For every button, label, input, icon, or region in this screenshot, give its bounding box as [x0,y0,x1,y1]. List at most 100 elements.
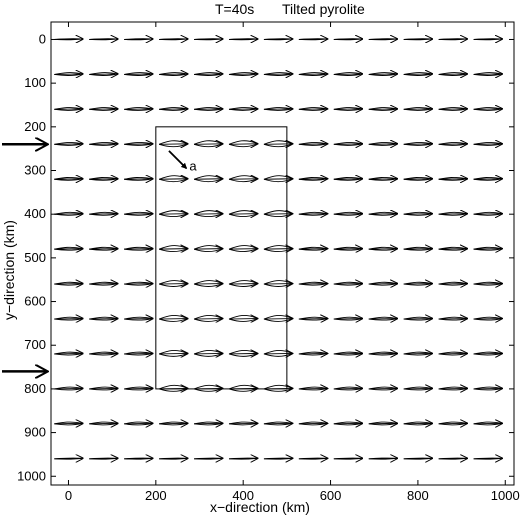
y-tick-label: 600 [24,294,46,309]
polarization-arrow [124,39,152,40]
polarization-arrow [228,353,257,354]
polarization-arrow [263,214,292,215]
polarization-arrow [89,319,117,320]
polarization-arrow [54,458,82,459]
polarization-arrow [333,179,362,180]
polarization-arrow [263,144,292,145]
polarization-arrow [438,179,467,180]
polarization-arrow [194,39,222,40]
polarization-arrow [54,144,82,145]
source-arrows [2,144,47,371]
polarization-arrow [333,109,362,110]
polarization-arrow [333,39,362,40]
polarization-arrow [124,353,152,354]
x-tick-label: 400 [232,488,254,503]
polarization-arrow [124,458,152,459]
polarization-arrow [298,388,327,389]
y-tick-label: 0 [39,31,46,46]
polarization-arrow [89,39,117,40]
polarization-arrow [298,284,327,285]
polarization-arrow [263,319,292,320]
y-tick-labels: 0 100 200 300 400 500 600 700 800 900 1000 [17,31,46,483]
polarization-arrow [194,284,222,285]
polarization-arrow [89,353,117,354]
polarization-arrow [124,423,152,424]
polarization-arrow [333,249,362,250]
polarization-arrow [263,284,292,285]
polarization-arrow [194,74,222,75]
y-tick-label: 500 [24,250,46,265]
polarization-arrow [89,284,117,285]
polarization-arrow [473,423,502,424]
polarization-arrow [194,423,222,424]
polarization-arrow [194,144,222,145]
polarization-arrow [263,458,292,459]
x-tick-label: 200 [145,488,167,503]
polarization-arrow [298,39,327,40]
polarization-arrow [124,144,152,145]
polarization-arrow [368,249,397,250]
polarization-arrow [194,319,222,320]
polarization-arrow [368,109,397,110]
region-box [155,126,288,390]
polarization-arrow [438,144,467,145]
polarization-arrow [333,284,362,285]
polarization-arrow [368,179,397,180]
polarization-arrow [368,144,397,145]
polarization-arrow [124,214,152,215]
polarization-arrow [473,249,502,250]
polarization-arrow [263,249,292,250]
polarization-arrow [54,353,82,354]
polarization-arrow [54,214,82,215]
y-tick-label: 100 [24,75,46,90]
polarization-arrow [333,353,362,354]
x-tick-labels: 0 200 400 600 800 1000 [65,488,520,503]
region-box-group [155,126,288,390]
polarization-arrow [368,458,397,459]
polarization-arrow [194,109,222,110]
y-tick-label: 700 [24,337,46,352]
polarization-arrow [54,39,82,40]
polarization-arrow [403,388,432,389]
polarization-arrow [333,423,362,424]
plot-frame [50,21,515,486]
polarization-arrow [438,353,467,354]
polarization-arrow [89,74,117,75]
polarization-vectors [54,39,502,460]
polarization-arrow [298,179,327,180]
annotation-group: a [168,150,197,173]
polarization-arrow [159,214,187,215]
polarization-arrow [473,458,502,459]
polarization-arrow [228,319,257,320]
y-tick-label: 200 [24,119,46,134]
polarization-arrow [298,109,327,110]
polarization-arrow [333,214,362,215]
polarization-arrow [159,353,187,354]
polarization-arrow [298,423,327,424]
x-axis-label: x−direction (km) [210,499,310,515]
polarization-arrow [368,388,397,389]
polarization-arrow [473,39,502,40]
polarization-arrow [333,74,362,75]
polarization-arrow [473,388,502,389]
polarization-arrow [298,144,327,145]
polarization-arrow [403,423,432,424]
y-tick-label: 800 [24,381,46,396]
polarization-arrow [194,249,222,250]
y-tick-label: 1000 [17,468,46,483]
polarization-arrow [438,319,467,320]
polarization-arrow [473,353,502,354]
x-tick-label: 1000 [491,488,520,503]
polarization-arrow [403,144,432,145]
polarization-arrow [159,319,187,320]
polarization-arrow [368,353,397,354]
polarization-arrow [263,423,292,424]
x-tick-label: 800 [407,488,429,503]
polarization-arrow [228,179,257,180]
polarization-arrow [228,144,257,145]
polarization-arrow [403,39,432,40]
polarization-arrow [438,284,467,285]
polarization-arrow [263,179,292,180]
polarization-arrow [438,74,467,75]
